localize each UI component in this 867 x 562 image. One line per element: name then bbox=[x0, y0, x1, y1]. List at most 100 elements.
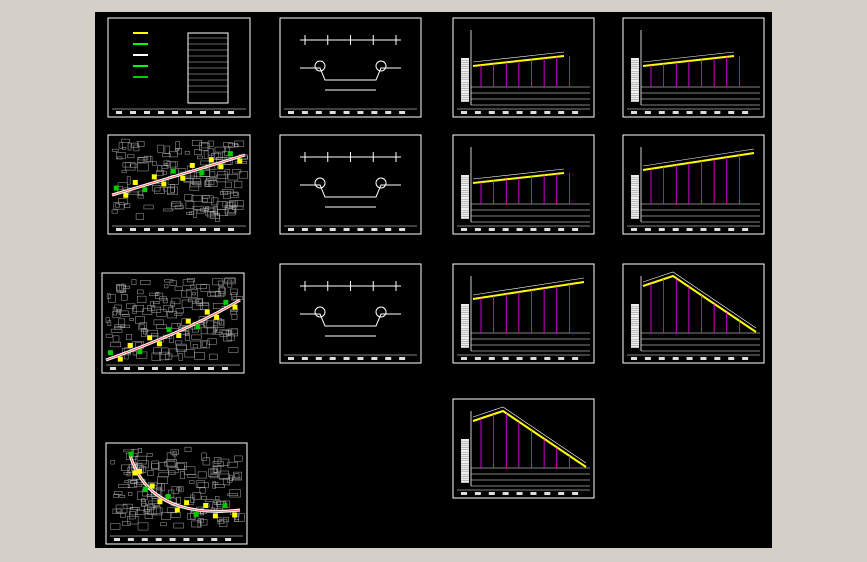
building bbox=[234, 473, 240, 479]
building bbox=[163, 187, 168, 192]
axis-label bbox=[461, 214, 469, 217]
title-block-text bbox=[301, 111, 308, 114]
road-center bbox=[105, 299, 241, 361]
axis-label bbox=[461, 208, 469, 210]
building bbox=[174, 205, 184, 209]
building bbox=[171, 297, 181, 305]
building bbox=[140, 279, 151, 286]
building bbox=[136, 289, 144, 295]
building bbox=[177, 323, 181, 327]
building bbox=[197, 155, 203, 160]
axis-label bbox=[461, 99, 469, 102]
design-line bbox=[472, 281, 585, 300]
axis-label bbox=[631, 71, 639, 74]
building bbox=[168, 467, 179, 474]
axis-label bbox=[631, 62, 639, 65]
title-block-text bbox=[631, 228, 637, 231]
building bbox=[233, 192, 238, 196]
building bbox=[179, 471, 185, 479]
ground-line bbox=[472, 168, 565, 180]
building bbox=[229, 200, 235, 207]
sheet-border bbox=[107, 17, 251, 118]
section-outline bbox=[300, 313, 401, 327]
sheet bbox=[622, 263, 765, 364]
axis-label bbox=[461, 175, 469, 177]
building bbox=[169, 280, 177, 286]
axis-label bbox=[461, 450, 469, 452]
axis-label bbox=[631, 334, 639, 337]
title-block-text bbox=[343, 228, 350, 231]
title-block-text bbox=[197, 538, 204, 541]
title-block-text bbox=[144, 111, 150, 114]
marker bbox=[165, 493, 171, 499]
title-block-text bbox=[114, 538, 120, 541]
building bbox=[177, 462, 187, 471]
building bbox=[118, 484, 130, 488]
axis-label bbox=[461, 345, 469, 348]
building bbox=[228, 347, 239, 353]
building bbox=[217, 517, 222, 522]
ground-line bbox=[472, 406, 587, 464]
building bbox=[164, 461, 176, 467]
axis-label bbox=[631, 306, 639, 309]
title-block-text bbox=[180, 367, 186, 370]
axis-label bbox=[461, 177, 469, 180]
title-block-text bbox=[558, 357, 565, 360]
axis-label bbox=[631, 99, 639, 102]
marker bbox=[170, 168, 176, 174]
axis-label bbox=[461, 339, 469, 342]
axis-label bbox=[631, 66, 639, 69]
building bbox=[223, 478, 230, 486]
title-block-text bbox=[214, 228, 220, 231]
marker bbox=[203, 502, 209, 508]
marker bbox=[180, 175, 186, 181]
building bbox=[123, 472, 130, 475]
building bbox=[176, 496, 181, 504]
building bbox=[216, 174, 227, 183]
tree-right bbox=[375, 60, 387, 72]
title-block-text bbox=[130, 228, 136, 231]
title-block-text bbox=[644, 357, 651, 360]
sheet-border bbox=[107, 134, 251, 235]
building bbox=[213, 206, 218, 214]
building bbox=[230, 310, 237, 315]
building bbox=[219, 286, 225, 295]
title-block-text bbox=[544, 111, 551, 114]
building bbox=[121, 170, 127, 174]
building bbox=[143, 508, 150, 514]
axis-label bbox=[461, 88, 469, 91]
axis-label bbox=[631, 304, 639, 306]
building bbox=[130, 507, 141, 510]
axis-label bbox=[631, 214, 639, 217]
title-block-text bbox=[357, 228, 364, 231]
title-block-text bbox=[474, 492, 481, 495]
building bbox=[131, 279, 137, 285]
building bbox=[169, 348, 178, 357]
title-block-text bbox=[728, 357, 735, 360]
axis-label bbox=[631, 181, 639, 184]
title-block-text bbox=[214, 111, 220, 114]
building bbox=[127, 154, 135, 159]
building bbox=[170, 301, 175, 307]
axis-label bbox=[461, 71, 469, 74]
ground-line bbox=[642, 148, 755, 167]
axis-label bbox=[631, 312, 639, 315]
building bbox=[153, 301, 160, 304]
building bbox=[135, 455, 147, 465]
title-block-text bbox=[385, 228, 392, 231]
axis-label bbox=[461, 456, 469, 459]
building bbox=[201, 452, 207, 461]
building bbox=[144, 505, 151, 513]
building bbox=[108, 294, 116, 303]
building bbox=[174, 286, 183, 291]
building bbox=[172, 451, 177, 457]
sheet-border bbox=[279, 134, 422, 235]
building bbox=[161, 483, 165, 492]
title-block-text bbox=[228, 111, 234, 114]
building bbox=[212, 302, 225, 309]
section-outline bbox=[300, 184, 401, 198]
building bbox=[233, 144, 239, 148]
title-block-text bbox=[155, 538, 162, 541]
title-block-text bbox=[144, 228, 150, 231]
